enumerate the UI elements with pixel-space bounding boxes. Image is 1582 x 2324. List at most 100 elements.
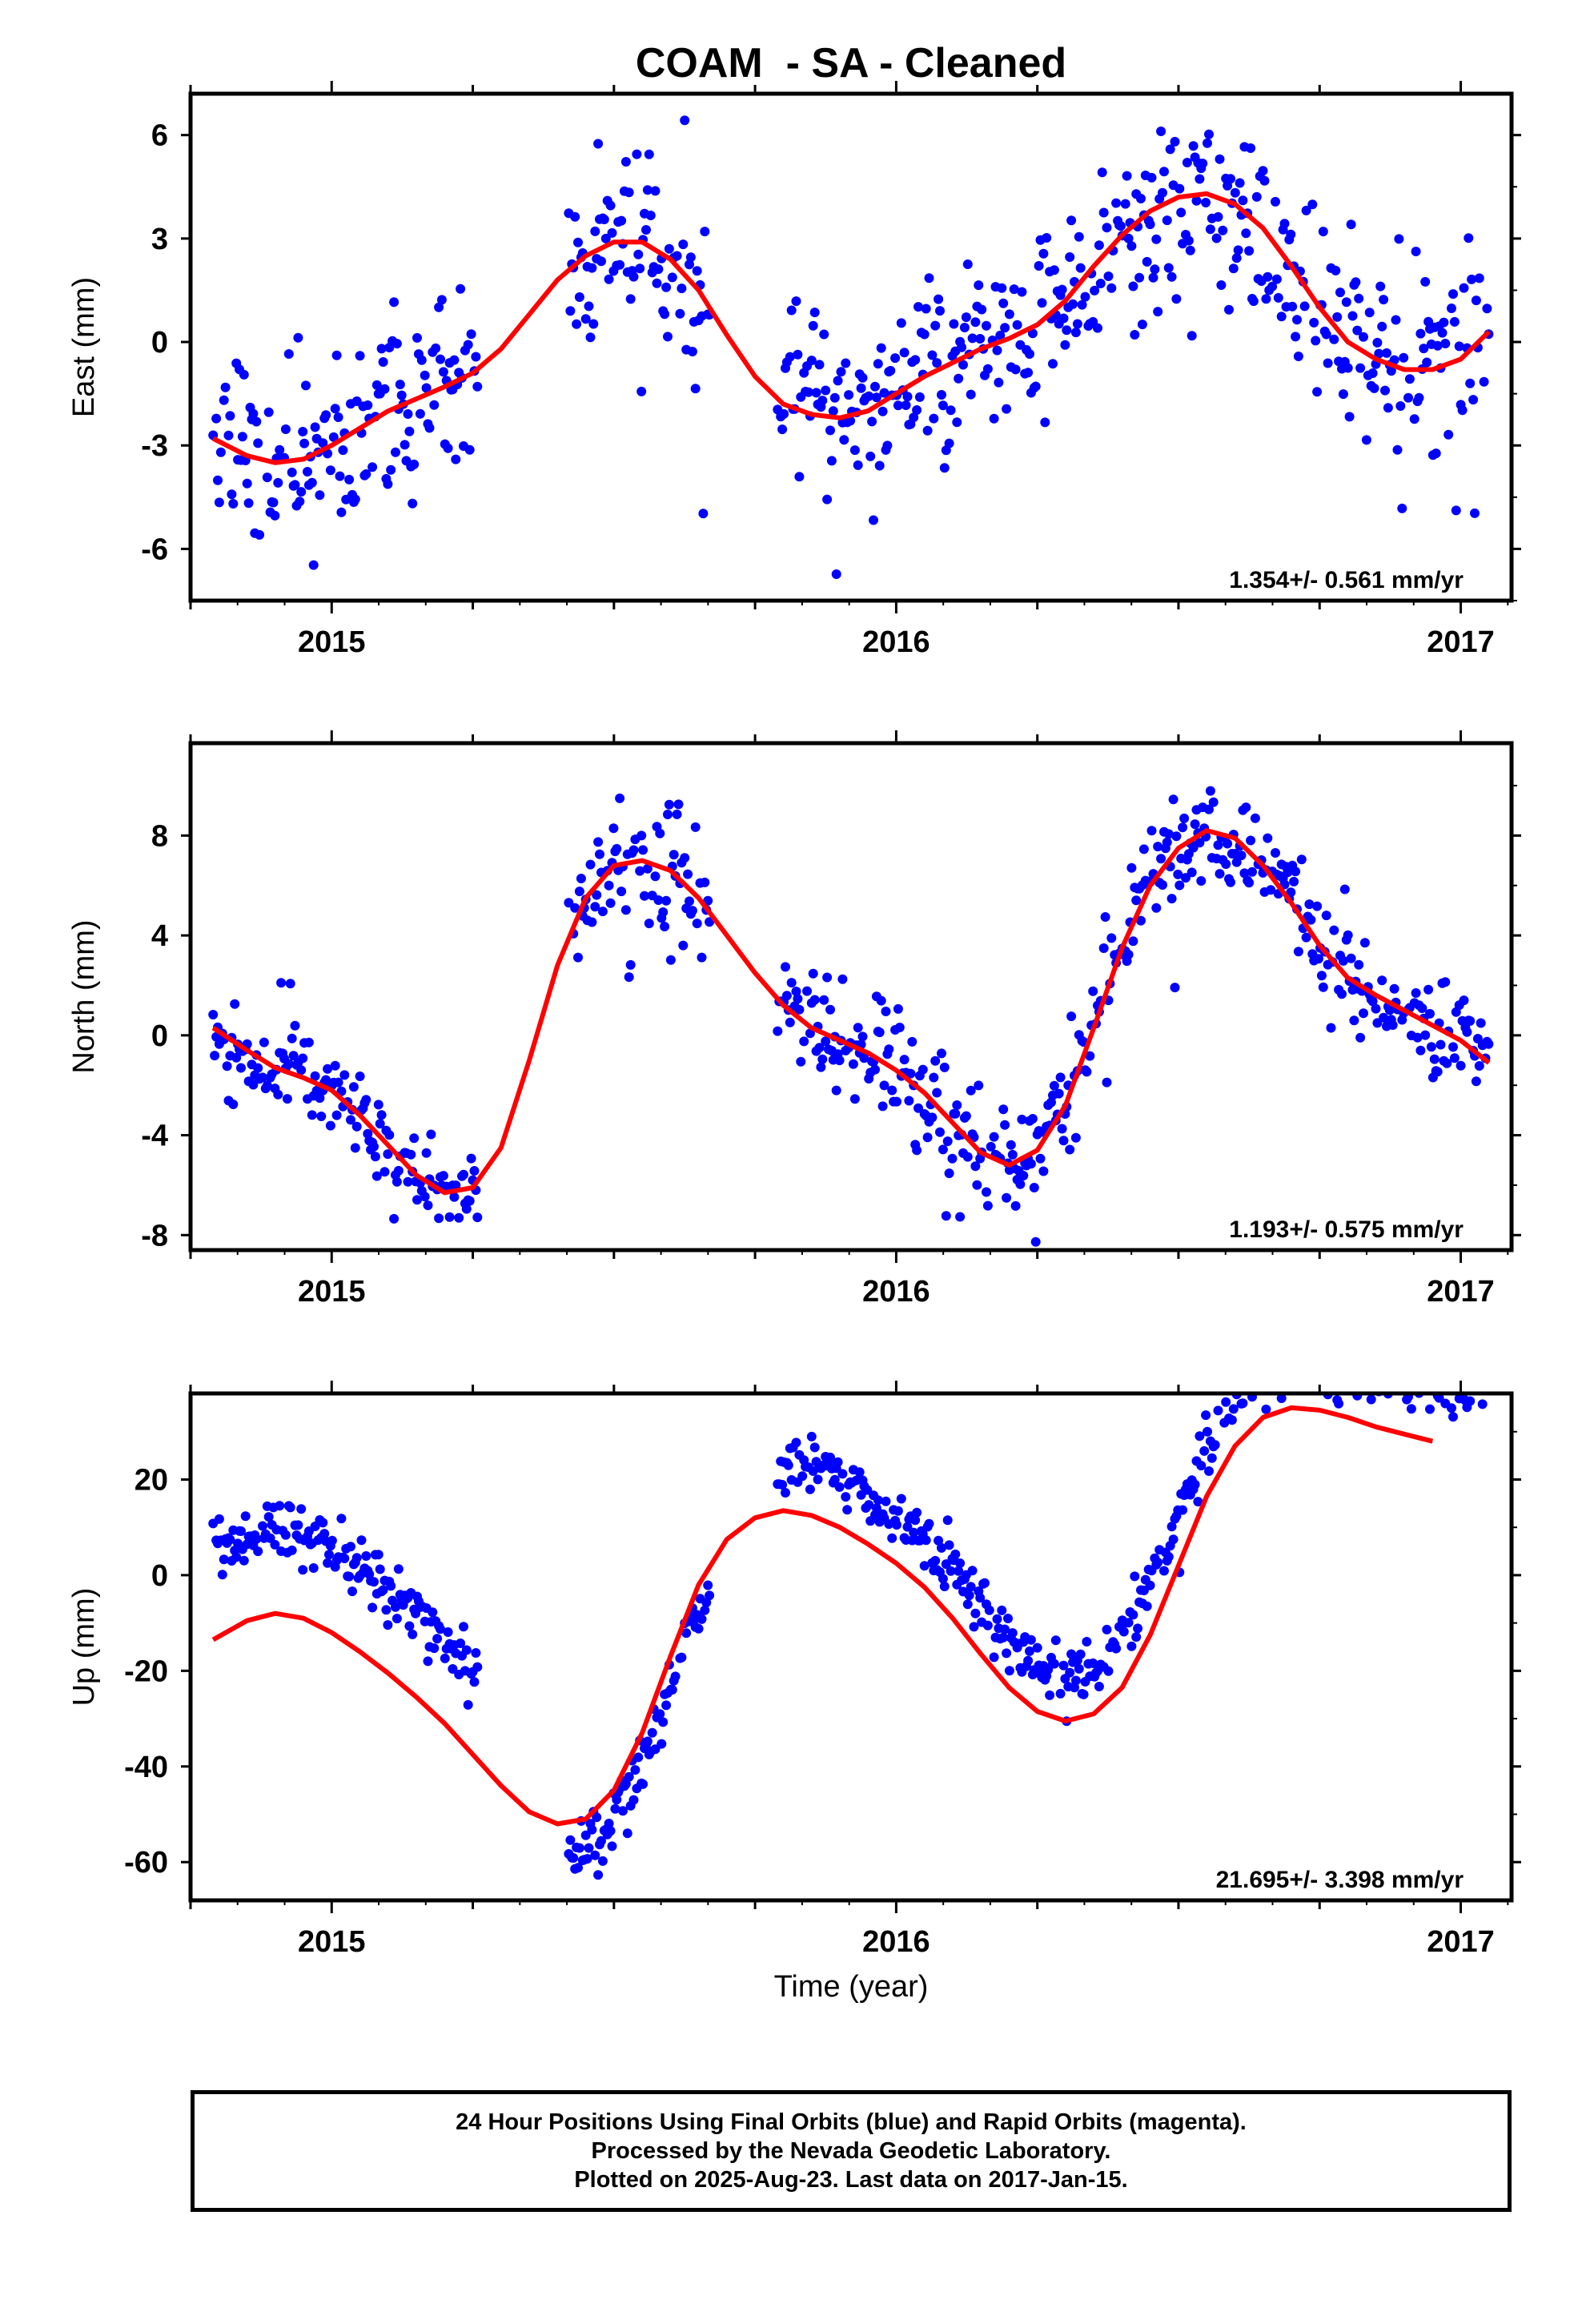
- up-data-point: [871, 1503, 881, 1514]
- north-data-point: [282, 1094, 292, 1104]
- north-data-point: [1058, 1136, 1069, 1146]
- up-data-point: [375, 1564, 385, 1574]
- east-data-point: [574, 292, 584, 302]
- north-data-point: [930, 1055, 941, 1066]
- north-data-point: [570, 903, 580, 913]
- east-data-point: [939, 463, 950, 473]
- north-data-point: [1236, 850, 1247, 861]
- up-data-point: [1382, 1373, 1391, 1383]
- east-data-point: [1218, 225, 1228, 235]
- east-data-point: [1075, 263, 1086, 273]
- east-data-point: [228, 499, 239, 509]
- east-data-point: [1380, 385, 1390, 396]
- north-data-point: [892, 1096, 901, 1107]
- east-data-point: [1354, 293, 1364, 304]
- east-data-point: [937, 390, 946, 400]
- up-data-point: [378, 1585, 388, 1595]
- north-data-point: [874, 1027, 885, 1038]
- north-data-point: [660, 922, 670, 931]
- up-data-point: [1470, 1374, 1480, 1384]
- east-data-point: [1479, 376, 1489, 387]
- up-data-point: [323, 1558, 333, 1568]
- north-data-point: [348, 1082, 359, 1092]
- east-data-point: [404, 426, 415, 436]
- east-data-point: [466, 329, 476, 340]
- up-data-point: [1286, 1365, 1295, 1374]
- north-data-point: [339, 1070, 350, 1080]
- east-data-point: [1130, 330, 1140, 340]
- east-data-point: [1120, 199, 1130, 209]
- up-data-point: [287, 1545, 297, 1555]
- up-data-point: [989, 1652, 999, 1663]
- north-data-point: [315, 1093, 325, 1104]
- north-data-point: [638, 845, 648, 855]
- east-data-point: [596, 256, 606, 267]
- east-data-point: [935, 306, 945, 316]
- east-data-point: [803, 387, 813, 397]
- north-data-point: [1371, 1003, 1381, 1014]
- up-data-point: [1365, 1376, 1375, 1385]
- east-data-point: [893, 400, 903, 411]
- x-axis-label: Time (year): [774, 1970, 929, 2004]
- north-data-point: [1186, 867, 1197, 878]
- east-data-point: [386, 464, 396, 475]
- east-data-point: [449, 355, 460, 365]
- north-data-point: [628, 845, 639, 855]
- up-data-point: [1238, 1398, 1248, 1409]
- up-data-point: [1003, 1614, 1013, 1623]
- east-data-point: [1372, 337, 1383, 348]
- north-data-point: [1415, 1045, 1426, 1055]
- up-data-point: [1263, 1354, 1272, 1364]
- north-data-point: [905, 1068, 916, 1079]
- north-data-point: [876, 995, 886, 1006]
- up-data-point: [656, 1739, 667, 1749]
- east-data-point: [273, 477, 283, 488]
- east-data-point: [1102, 223, 1112, 233]
- up-data-point: [934, 1535, 944, 1546]
- north-data-point: [1359, 1008, 1368, 1019]
- north-data-point: [1106, 933, 1117, 943]
- up-data-point: [1411, 1374, 1421, 1384]
- up-data-point: [1306, 1377, 1315, 1387]
- east-data-point: [853, 460, 863, 470]
- east-data-point: [698, 509, 709, 519]
- up-data-point: [596, 1835, 606, 1846]
- east-data-point: [248, 408, 259, 419]
- up-data-point: [1133, 1623, 1143, 1634]
- up-data-point: [408, 1629, 418, 1639]
- east-x-tick-label: 2015: [298, 625, 366, 659]
- north-data-point: [857, 1031, 868, 1042]
- east-data-point: [270, 510, 280, 521]
- east-data-point: [877, 406, 888, 416]
- east-data-point: [211, 413, 222, 424]
- north-data-point: [1304, 899, 1315, 910]
- up-data-point: [962, 1599, 973, 1610]
- east-data-point: [1394, 234, 1404, 244]
- up-data-point: [597, 1856, 608, 1866]
- up-data-point: [1385, 1382, 1395, 1392]
- east-data-point: [588, 319, 599, 329]
- east-y-tick-label: 3: [151, 223, 168, 256]
- up-data-point: [1430, 1381, 1439, 1390]
- up-data-point: [219, 1554, 229, 1565]
- north-data-point: [1293, 947, 1303, 957]
- up-data-point: [1279, 1345, 1288, 1354]
- east-data-point: [700, 227, 710, 237]
- up-data-point: [584, 1843, 594, 1853]
- north-data-point: [1296, 854, 1307, 865]
- east-data-point: [350, 494, 360, 505]
- up-data-point: [937, 1542, 946, 1553]
- north-data-point: [922, 1132, 933, 1143]
- east-data-point: [677, 283, 687, 294]
- up-data-point: [298, 1565, 308, 1575]
- up-data-point: [1049, 1659, 1059, 1669]
- north-data-point: [452, 1289, 462, 1299]
- up-data-point: [630, 1765, 640, 1775]
- east-data-point: [415, 408, 425, 419]
- up-data-point: [873, 1495, 883, 1506]
- east-data-point: [934, 294, 944, 304]
- up-data-point: [825, 1452, 835, 1462]
- east-data-point: [1095, 279, 1106, 288]
- east-data-point: [901, 400, 911, 410]
- up-data-point: [1032, 1642, 1042, 1653]
